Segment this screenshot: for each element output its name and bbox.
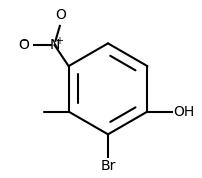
Text: N: N	[49, 38, 60, 52]
Text: +: +	[56, 36, 63, 46]
Text: −: −	[20, 36, 29, 46]
Text: Br: Br	[100, 159, 116, 173]
Text: O: O	[55, 7, 66, 22]
Text: OH: OH	[174, 105, 195, 119]
Text: O: O	[18, 38, 29, 52]
